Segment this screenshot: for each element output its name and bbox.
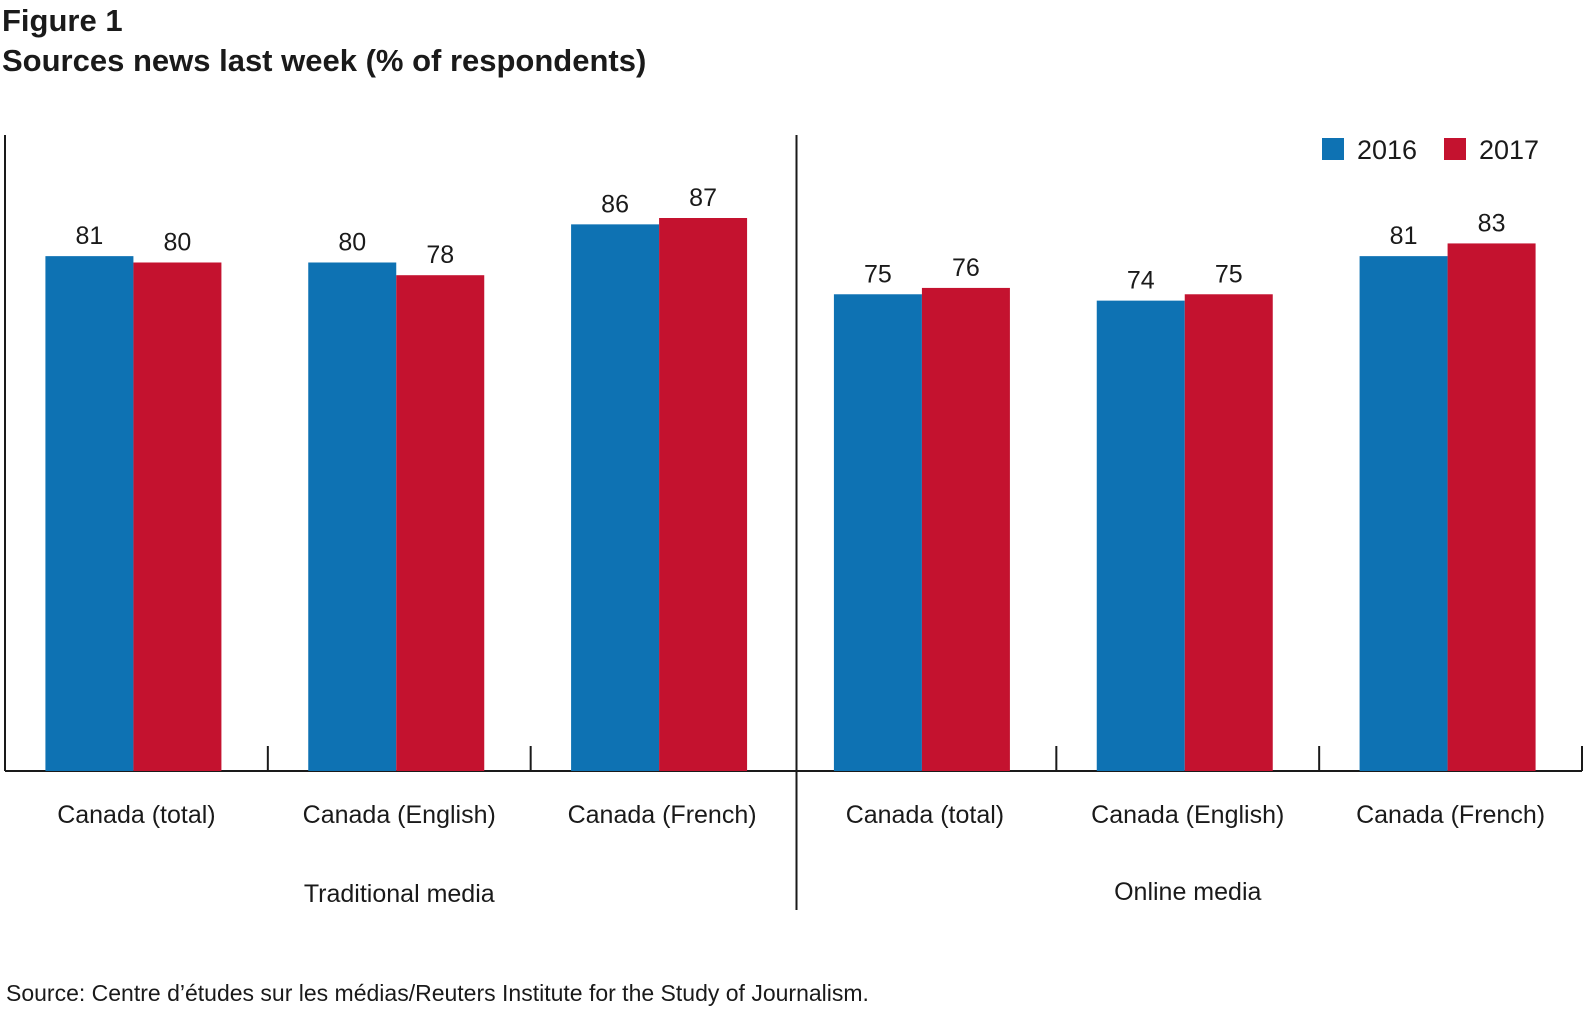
bar-2017 bbox=[1184, 294, 1273, 771]
bar-2017 bbox=[133, 262, 222, 771]
bar-2016 bbox=[571, 224, 660, 771]
group-label: Online media bbox=[1114, 878, 1261, 906]
data-label: 80 bbox=[338, 228, 366, 256]
legend-label: 2017 bbox=[1479, 135, 1539, 165]
legend-swatch-2017 bbox=[1444, 138, 1466, 160]
bar-2016 bbox=[1096, 300, 1185, 771]
bar-2017 bbox=[921, 287, 1010, 771]
data-label: 86 bbox=[601, 190, 629, 218]
bar-2017 bbox=[1447, 243, 1536, 771]
data-label: 75 bbox=[1215, 260, 1243, 288]
category-label: Canada (French) bbox=[568, 801, 757, 829]
category-label: Canada (English) bbox=[1091, 801, 1284, 829]
category-label: Canada (English) bbox=[303, 801, 496, 829]
data-label: 74 bbox=[1127, 267, 1155, 295]
data-label: 87 bbox=[689, 184, 717, 212]
data-label: 76 bbox=[952, 254, 980, 282]
category-label: Canada (French) bbox=[1356, 801, 1545, 829]
category-label: Canada (total) bbox=[57, 801, 215, 829]
bar-chart: 81 80 Canada (total) 80 78 Canada (English) 86… bbox=[4, 135, 1583, 910]
data-label: 78 bbox=[426, 241, 454, 269]
figure-label: Figure 1 bbox=[2, 3, 123, 38]
data-label: 80 bbox=[164, 228, 192, 256]
source-note: Source: Centre d’études sur les médias/R… bbox=[6, 980, 869, 1006]
category-label: Canada (total) bbox=[846, 801, 1004, 829]
legend-swatch-2016 bbox=[1322, 138, 1344, 160]
bar-2016 bbox=[833, 294, 922, 771]
bar-2016 bbox=[45, 256, 134, 771]
data-label: 75 bbox=[864, 260, 892, 288]
bar-2017 bbox=[659, 218, 748, 771]
legend-label: 2016 bbox=[1357, 135, 1417, 165]
group-label: Traditional media bbox=[304, 880, 495, 908]
data-label: 81 bbox=[1390, 222, 1418, 250]
chart-title: Sources news last week (% of respondents… bbox=[2, 43, 647, 78]
data-label: 81 bbox=[76, 222, 104, 250]
bar-2017 bbox=[396, 275, 485, 771]
bar-2016 bbox=[308, 262, 397, 771]
data-label: 83 bbox=[1478, 209, 1506, 237]
bar-2016 bbox=[1359, 256, 1448, 771]
